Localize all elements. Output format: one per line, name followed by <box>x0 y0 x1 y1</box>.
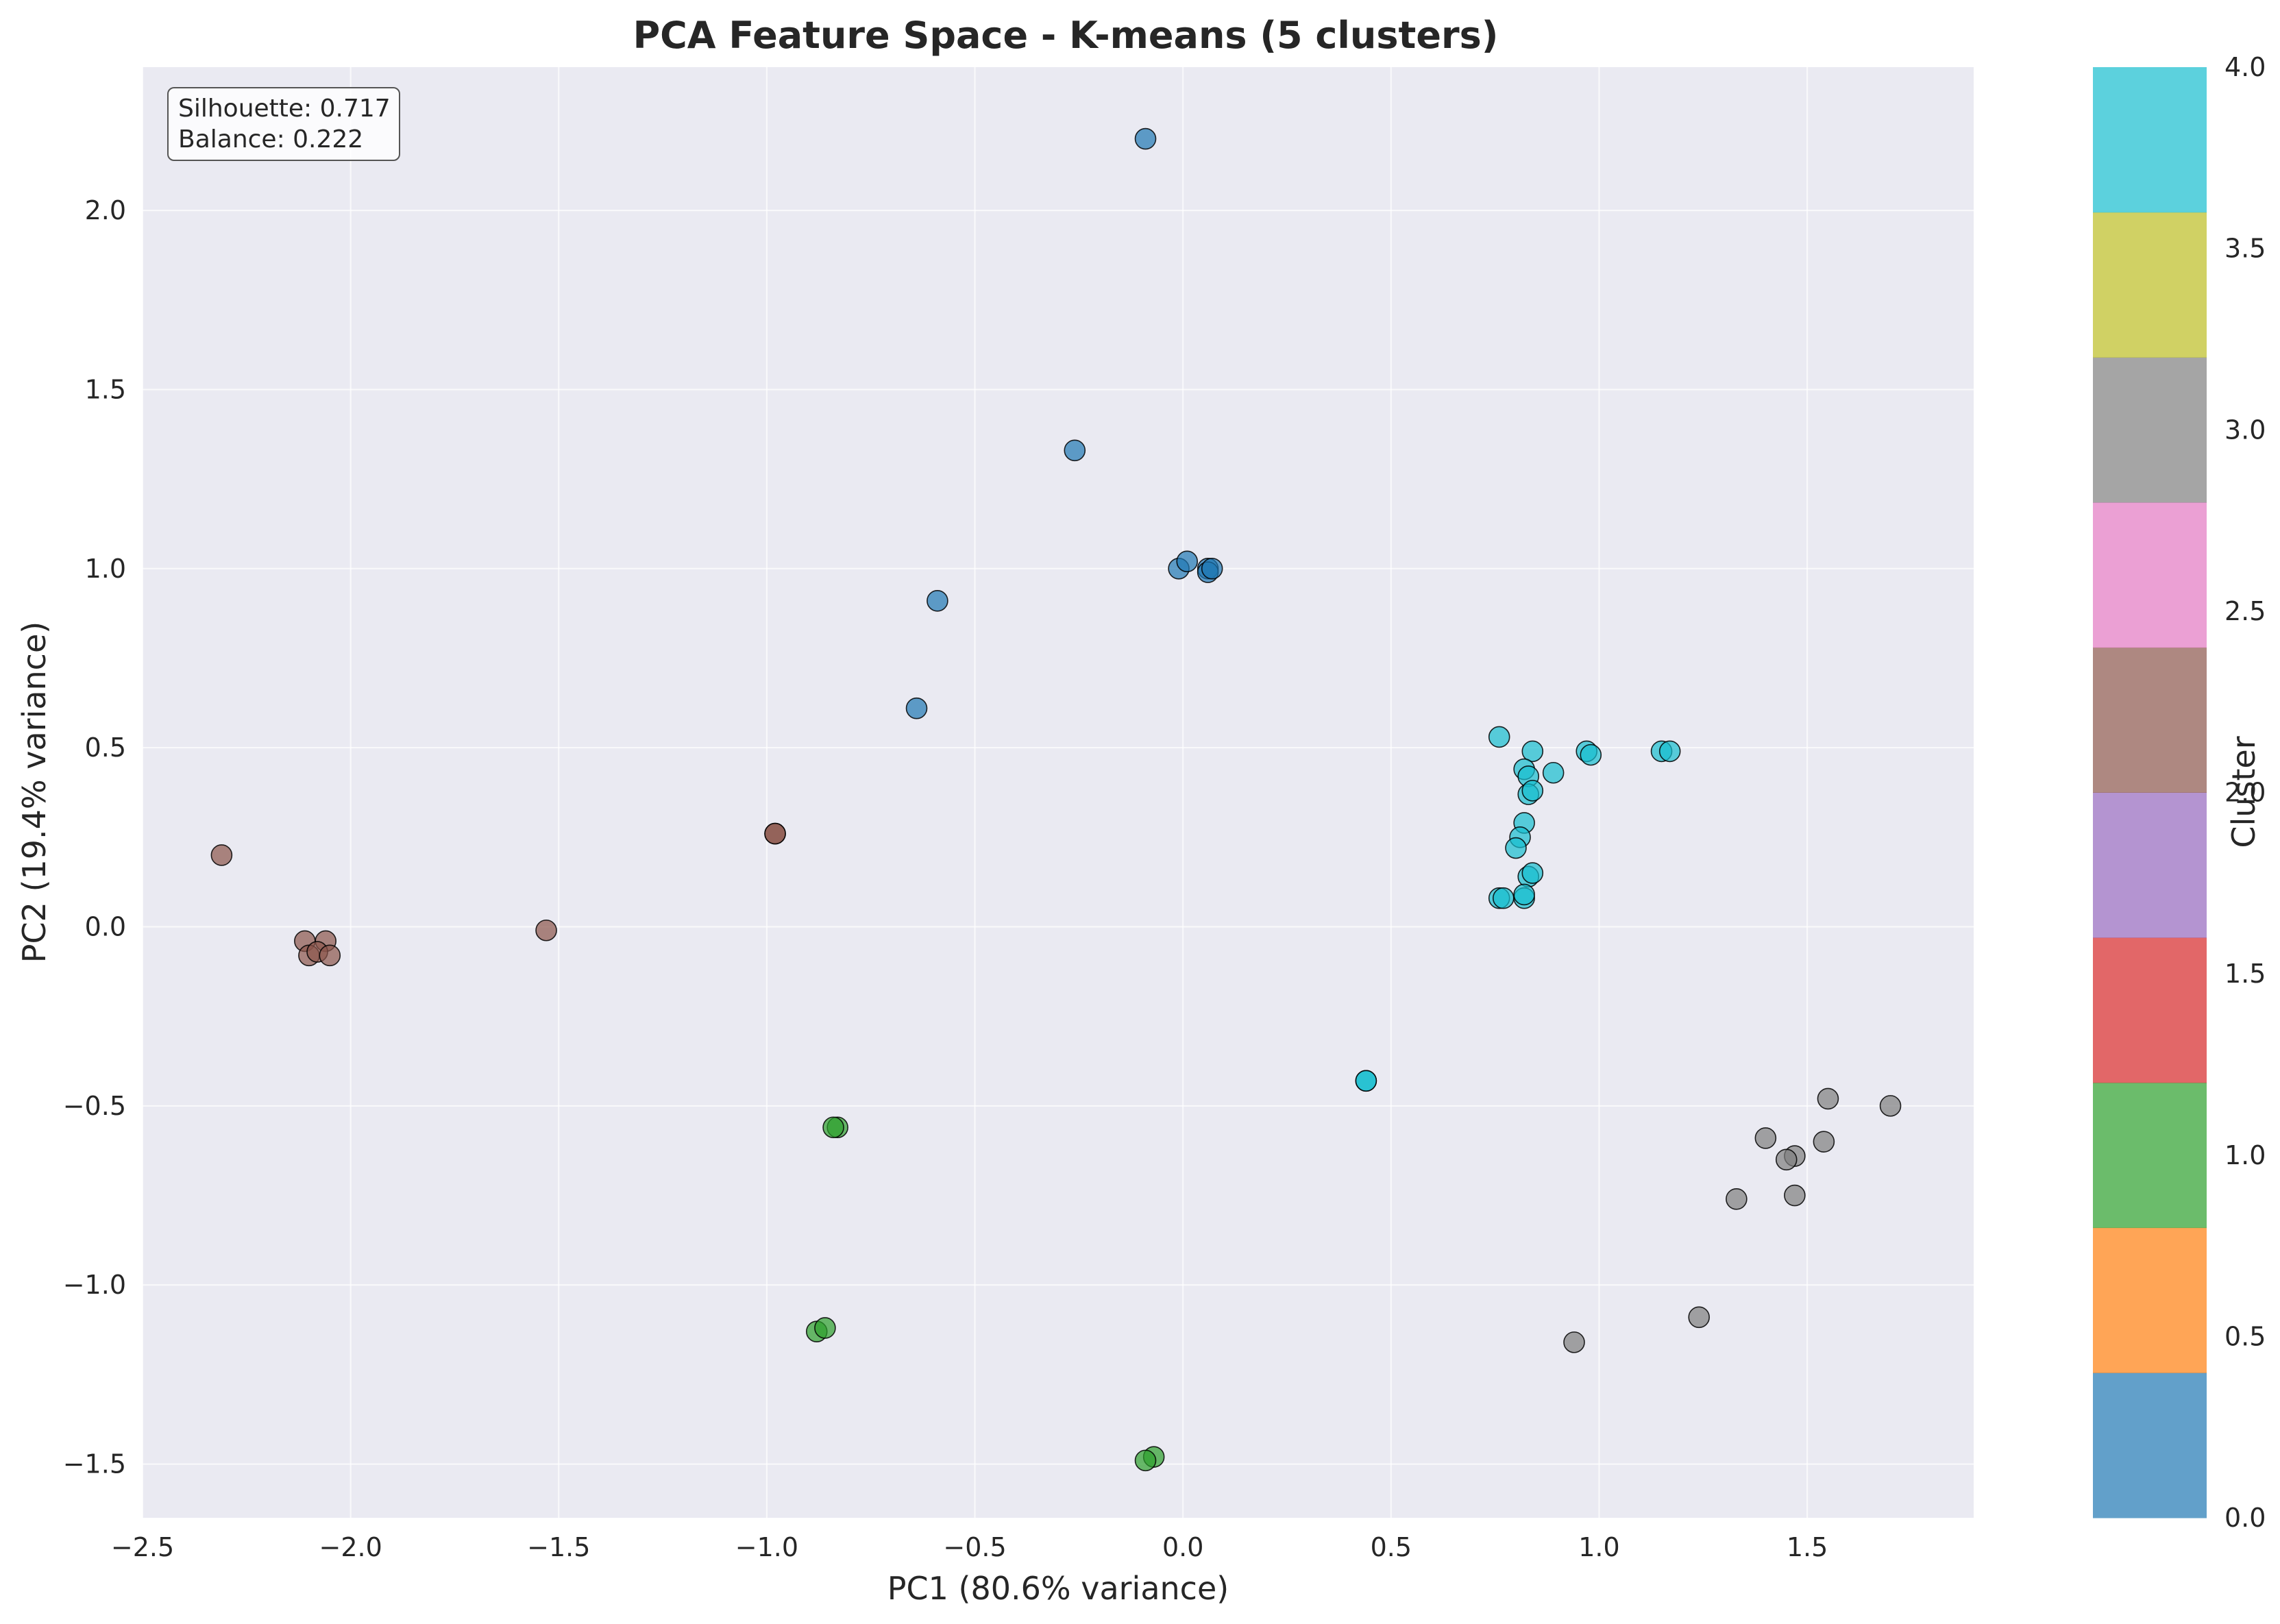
colorbar-tick-label: 2.0 <box>2224 778 2266 808</box>
scatter-point-cluster-4 <box>1521 740 1544 763</box>
scatter-point-cluster-0 <box>927 590 948 612</box>
colorbar-segment <box>2093 502 2207 648</box>
colorbar-segment <box>2093 212 2207 358</box>
colorbar-tick-label: 1.0 <box>2224 1140 2266 1170</box>
scatter-point-cluster-3 <box>1726 1188 1748 1210</box>
x-tick-label: 1.5 <box>1787 1532 1828 1562</box>
scatter-point-cluster-0 <box>1064 439 1086 462</box>
scatter-point-cluster-4 <box>1658 740 1681 763</box>
scatter-point-cluster-3 <box>1813 1131 1835 1153</box>
colorbar-segment <box>2093 937 2207 1083</box>
scatter-point-cluster-2 <box>210 844 233 866</box>
colorbar-segment <box>2093 1227 2207 1373</box>
y-axis-label: PC2 (19.4% variance) <box>16 622 53 963</box>
scatter-point-cluster-4 <box>1521 862 1544 884</box>
y-tick-label: −1.0 <box>63 1270 126 1300</box>
scatter-point-cluster-4 <box>1521 780 1544 802</box>
scatter-point-cluster-1 <box>822 1116 844 1139</box>
scatter-point-cluster-0 <box>1176 550 1199 573</box>
x-tick-label: 1.0 <box>1578 1532 1619 1562</box>
y-tick-label: 2.0 <box>85 195 126 225</box>
colorbar-tick-label: 2.5 <box>2224 596 2266 626</box>
scatter-point-cluster-3 <box>1784 1184 1806 1207</box>
scatter-point-cluster-1 <box>1134 1449 1157 1472</box>
scatter-point-cluster-3 <box>1817 1087 1839 1110</box>
y-tick-label: 0.0 <box>85 912 126 942</box>
chart-title: PCA Feature Space - K-means (5 clusters) <box>633 14 1499 57</box>
x-tick-label: 0.0 <box>1162 1532 1203 1562</box>
scatter-points <box>210 127 1902 1472</box>
y-tick-label: 1.5 <box>85 374 126 404</box>
annotation-box <box>167 87 400 161</box>
scatter-point-cluster-3 <box>1563 1331 1585 1353</box>
colorbar-segment <box>2093 357 2207 503</box>
x-tick-label: −2.0 <box>319 1532 382 1562</box>
silhouette-text: Silhouette: 0.717 <box>178 95 391 123</box>
colorbar-label: Cluster <box>2225 736 2262 848</box>
scatter-point-cluster-3 <box>1775 1148 1798 1171</box>
scatter-point-cluster-0 <box>905 697 928 719</box>
colorbar <box>2093 67 2207 1518</box>
scatter-point-cluster-4 <box>1488 726 1510 748</box>
scatter-point-cluster-2 <box>319 944 341 967</box>
x-axis-ticks: −2.5 −2.0 −1.5 −1.0 −0.5 0.0 0.5 1.0 1.5 <box>111 1532 1828 1562</box>
scatter-point-cluster-3 <box>1754 1127 1777 1149</box>
y-tick-label: 1.0 <box>85 554 126 584</box>
colorbar-tick-label: 3.0 <box>2224 415 2266 445</box>
colorbar-tick-label: 1.5 <box>2224 959 2266 989</box>
scatter-point-cluster-3 <box>1688 1306 1710 1329</box>
colorbar-ticks: 0.0 0.5 1.0 1.5 2.0 2.5 3.0 3.5 4.0 <box>2224 52 2266 1533</box>
plot-background <box>143 67 1974 1518</box>
colorbar-tick-label: 4.0 <box>2224 52 2266 82</box>
x-tick-label: −1.0 <box>735 1532 798 1562</box>
y-tick-label: 0.5 <box>85 733 126 763</box>
scatter-point-cluster-4 <box>1355 1070 1377 1092</box>
x-tick-label: −1.5 <box>527 1532 590 1562</box>
scatter-point-cluster-4 <box>1580 743 1602 766</box>
y-tick-label: −1.5 <box>63 1449 126 1479</box>
scatter-point-cluster-3 <box>1879 1095 1902 1117</box>
colorbar-segment <box>2093 1373 2207 1518</box>
y-axis-ticks: −1.5 −1.0 −0.5 0.0 0.5 1.0 1.5 2.0 <box>63 195 126 1479</box>
colorbar-segment <box>2093 792 2207 938</box>
colorbar-segment <box>2093 67 2207 213</box>
scatter-point-cluster-2 <box>535 919 557 942</box>
x-tick-label: −2.5 <box>111 1532 174 1562</box>
balance-text: Balance: 0.222 <box>178 125 363 153</box>
metrics-annotation: Silhouette: 0.717 Balance: 0.222 <box>167 87 400 161</box>
scatter-point-cluster-4 <box>1505 837 1527 859</box>
x-axis-label: PC1 (80.6% variance) <box>887 1570 1229 1607</box>
colorbar-segment <box>2093 1082 2207 1229</box>
x-tick-label: −0.5 <box>943 1532 1006 1562</box>
colorbar-tick-label: 0.5 <box>2224 1321 2266 1351</box>
scatter-point-cluster-2 <box>764 822 786 845</box>
scatter-point-cluster-1 <box>814 1317 836 1339</box>
scatter-point-cluster-0 <box>1201 558 1223 580</box>
colorbar-tick-label: 0.0 <box>2224 1503 2266 1533</box>
x-tick-label: 0.5 <box>1371 1532 1412 1562</box>
colorbar-segment <box>2093 647 2207 793</box>
scatter-point-cluster-4 <box>1492 887 1515 909</box>
colorbar-tick-label: 3.5 <box>2224 234 2266 264</box>
y-tick-label: −0.5 <box>63 1091 126 1121</box>
scatter-point-cluster-4 <box>1513 883 1535 906</box>
scatter-point-cluster-0 <box>1134 127 1157 150</box>
scatter-point-cluster-4 <box>1542 761 1565 784</box>
